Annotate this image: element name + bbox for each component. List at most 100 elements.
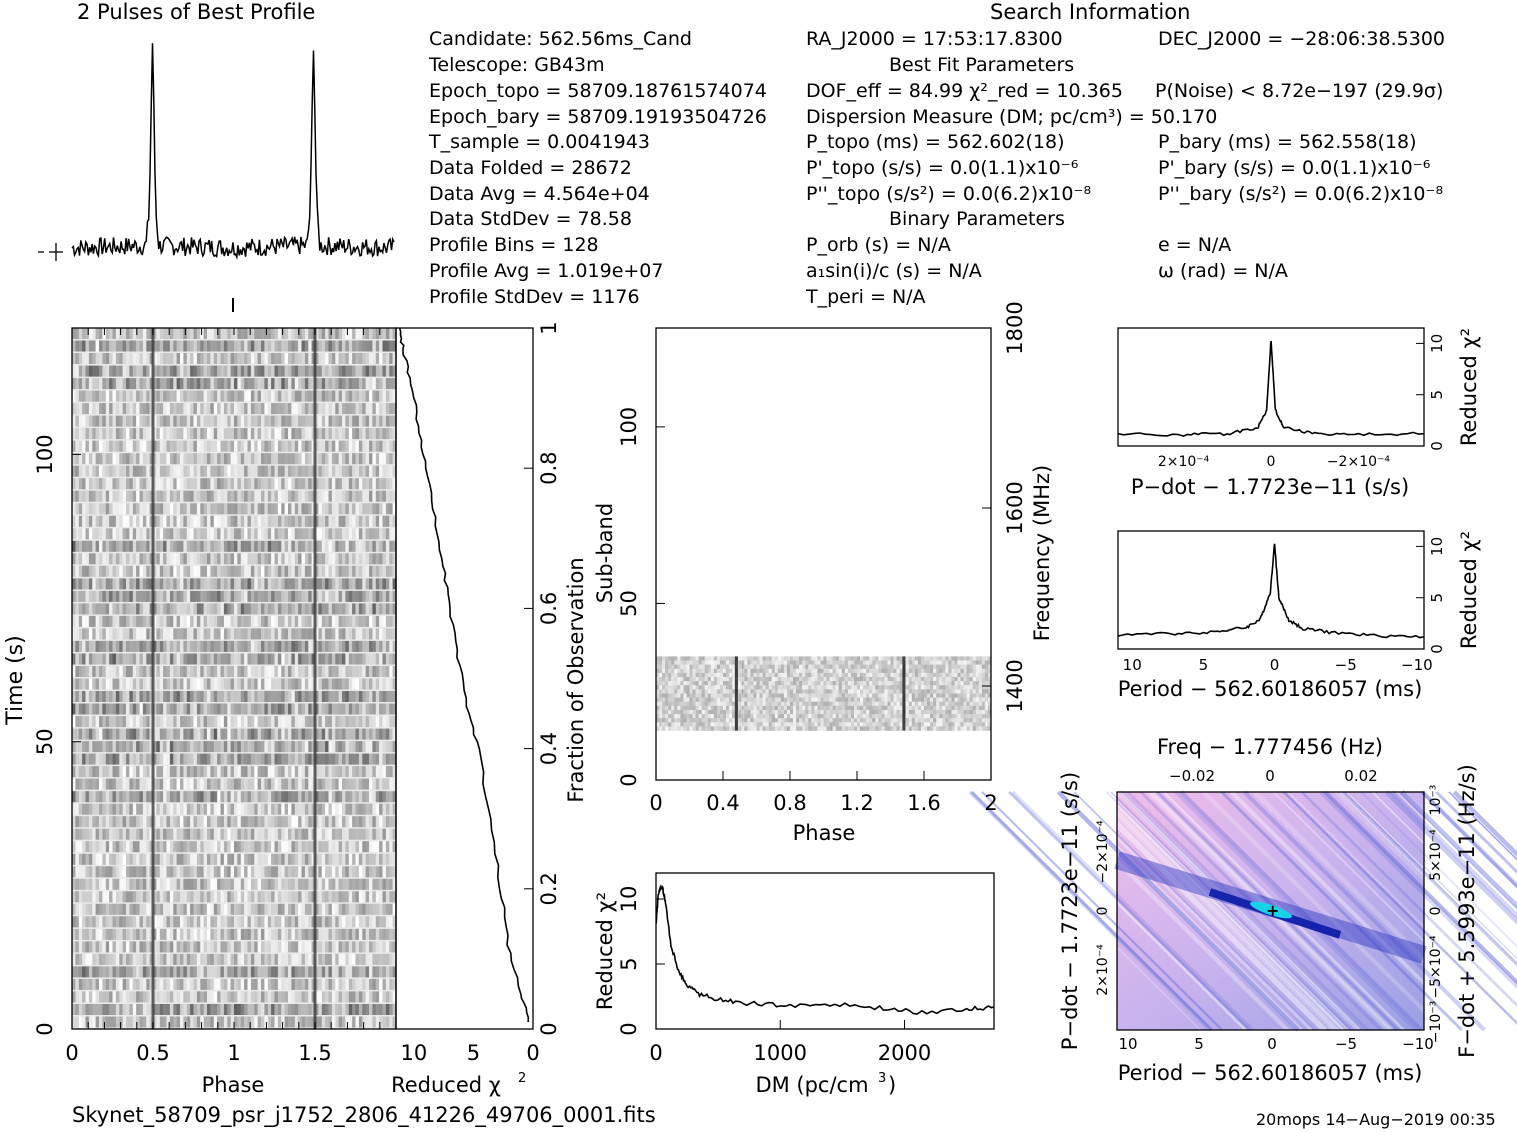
time-phase-cell bbox=[385, 891, 390, 903]
time-phase-cell bbox=[126, 903, 130, 915]
time-phase-cell bbox=[119, 791, 124, 803]
time-phase-cell bbox=[203, 390, 208, 402]
time-phase-cell bbox=[382, 728, 387, 740]
time-phase-cell bbox=[109, 791, 113, 803]
time-phase-cell bbox=[250, 403, 255, 415]
time-phase-cell bbox=[99, 766, 103, 778]
time-phase-cell bbox=[382, 490, 387, 502]
time-phase-cell bbox=[318, 615, 323, 627]
time-phase-cell bbox=[146, 453, 151, 465]
time-phase-cell bbox=[213, 578, 218, 590]
time-phase-cell bbox=[281, 778, 286, 790]
pdot-bary-line: P'_bary (s/s) = 0.0(1.1)x10⁻⁶ bbox=[1158, 157, 1431, 179]
time-phase-cell bbox=[210, 453, 215, 465]
time-phase-cell bbox=[169, 691, 174, 702]
time-phase-cell bbox=[132, 353, 137, 364]
time-phase-cell bbox=[261, 628, 265, 640]
time-phase-cell bbox=[217, 540, 221, 552]
time-phase-cell bbox=[173, 328, 178, 339]
time-phase-cell bbox=[169, 640, 174, 652]
time-phase-cell bbox=[257, 515, 262, 527]
time-phase-cell bbox=[338, 540, 343, 552]
time-phase-cell bbox=[210, 390, 215, 402]
time-phase-cell bbox=[237, 403, 242, 415]
time-phase-cell bbox=[183, 941, 188, 953]
time-phase-cell bbox=[88, 528, 93, 540]
time-phase-cell bbox=[75, 528, 80, 540]
time-phase-cell bbox=[78, 565, 83, 577]
time-phase-cell bbox=[369, 465, 373, 477]
time-phase-cell bbox=[129, 540, 134, 552]
time-phase-cell bbox=[325, 528, 329, 540]
time-phase-cell bbox=[169, 390, 174, 402]
time-phase-cell bbox=[223, 453, 228, 465]
time-phase-cell bbox=[335, 378, 340, 390]
time-phase-cell bbox=[105, 365, 110, 377]
time-phase-cell bbox=[72, 666, 76, 677]
time-phase-cell bbox=[379, 403, 383, 415]
time-phase-cell bbox=[78, 653, 83, 665]
time-phase-cell bbox=[176, 691, 181, 702]
time-phase-cell bbox=[254, 916, 259, 928]
time-phase-cell bbox=[379, 515, 383, 527]
time-phase-cell bbox=[190, 891, 194, 903]
time-phase-cell bbox=[237, 503, 242, 515]
time-phase-cell bbox=[365, 465, 370, 477]
time-phase-cell bbox=[291, 478, 296, 490]
time-phase-cell bbox=[230, 465, 235, 477]
time-phase-cell bbox=[169, 916, 174, 928]
time-phase-cell bbox=[102, 928, 107, 940]
time-phase-cell bbox=[355, 791, 360, 803]
time-phase-cell bbox=[126, 540, 130, 552]
time-phase-cell bbox=[203, 753, 208, 765]
time-phase-cell bbox=[257, 891, 262, 903]
time-phase-cell bbox=[392, 353, 397, 364]
time-phase-cell bbox=[75, 553, 80, 565]
time-phase-cell bbox=[207, 378, 211, 390]
profile-stddev-line: Profile StdDev = 1176 bbox=[429, 286, 640, 308]
time-phase-cell bbox=[139, 578, 144, 590]
time-phase-cell bbox=[78, 628, 83, 640]
time-phase-cell bbox=[301, 816, 306, 828]
time-phase-cell bbox=[318, 916, 323, 928]
time-phase-cell bbox=[230, 878, 235, 890]
time-phase-cell bbox=[281, 753, 286, 765]
time-phase-cell bbox=[193, 453, 198, 465]
time-phase-cell bbox=[301, 878, 306, 890]
time-phase-cell bbox=[200, 515, 205, 527]
time-phase-cell bbox=[142, 553, 147, 565]
time-phase-cell bbox=[271, 703, 275, 715]
time-phase-cell bbox=[308, 365, 313, 377]
time-phase-cell bbox=[379, 390, 383, 402]
time-phase-cell bbox=[382, 628, 387, 640]
time-phase-cell bbox=[176, 415, 181, 427]
time-phase-cell bbox=[112, 866, 117, 878]
time-phase-cell bbox=[288, 791, 292, 803]
time-phase-cell bbox=[385, 628, 390, 640]
time-phase-cell bbox=[220, 778, 225, 790]
time-phase-cell bbox=[234, 953, 238, 965]
time-phase-cell bbox=[173, 378, 178, 390]
time-phase-cell bbox=[159, 666, 164, 677]
time-phase-cell bbox=[277, 753, 282, 765]
time-phase-cell bbox=[355, 703, 360, 715]
time-phase-cell bbox=[315, 716, 319, 728]
time-phase-cell bbox=[237, 565, 242, 577]
time-phase-cell bbox=[335, 766, 340, 778]
time-phase-cell bbox=[186, 816, 191, 828]
time-phase-cell bbox=[203, 678, 208, 690]
time-phase-cell bbox=[196, 891, 201, 903]
time-phase-cell bbox=[82, 903, 86, 915]
time-phase-cell bbox=[102, 565, 107, 577]
time-phase-cell bbox=[166, 578, 171, 590]
time-phase-cell bbox=[213, 891, 218, 903]
time-phase-cell bbox=[217, 490, 221, 502]
time-phase-cell bbox=[372, 903, 377, 915]
time-phase-cell bbox=[321, 803, 326, 815]
time-phase-cell bbox=[321, 490, 326, 502]
time-phase-cell bbox=[75, 390, 80, 402]
time-phase-cell bbox=[186, 340, 191, 352]
time-phase-cell bbox=[362, 628, 367, 640]
time-phase-cell bbox=[213, 328, 218, 339]
time-phase-cell bbox=[223, 528, 228, 540]
